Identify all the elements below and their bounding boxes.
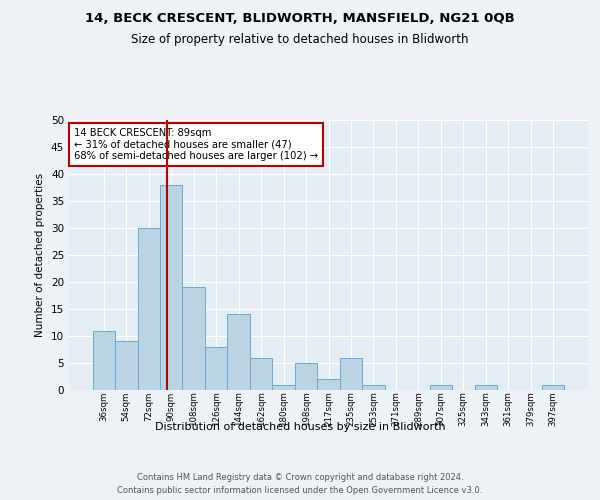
- Bar: [430, 384, 452, 390]
- Bar: [272, 384, 295, 390]
- Bar: [227, 314, 250, 390]
- Bar: [542, 384, 565, 390]
- Bar: [295, 363, 317, 390]
- Bar: [362, 384, 385, 390]
- Bar: [137, 228, 160, 390]
- Text: Contains HM Land Registry data © Crown copyright and database right 2024.: Contains HM Land Registry data © Crown c…: [137, 472, 463, 482]
- Bar: [317, 379, 340, 390]
- Bar: [205, 347, 227, 390]
- Bar: [160, 185, 182, 390]
- Text: Distribution of detached houses by size in Blidworth: Distribution of detached houses by size …: [155, 422, 445, 432]
- Bar: [92, 330, 115, 390]
- Text: Size of property relative to detached houses in Blidworth: Size of property relative to detached ho…: [131, 32, 469, 46]
- Bar: [250, 358, 272, 390]
- Bar: [475, 384, 497, 390]
- Bar: [182, 288, 205, 390]
- Bar: [115, 342, 137, 390]
- Bar: [340, 358, 362, 390]
- Text: Contains public sector information licensed under the Open Government Licence v3: Contains public sector information licen…: [118, 486, 482, 495]
- Text: 14, BECK CRESCENT, BLIDWORTH, MANSFIELD, NG21 0QB: 14, BECK CRESCENT, BLIDWORTH, MANSFIELD,…: [85, 12, 515, 26]
- Y-axis label: Number of detached properties: Number of detached properties: [35, 173, 46, 337]
- Text: 14 BECK CRESCENT: 89sqm
← 31% of detached houses are smaller (47)
68% of semi-de: 14 BECK CRESCENT: 89sqm ← 31% of detache…: [74, 128, 319, 162]
